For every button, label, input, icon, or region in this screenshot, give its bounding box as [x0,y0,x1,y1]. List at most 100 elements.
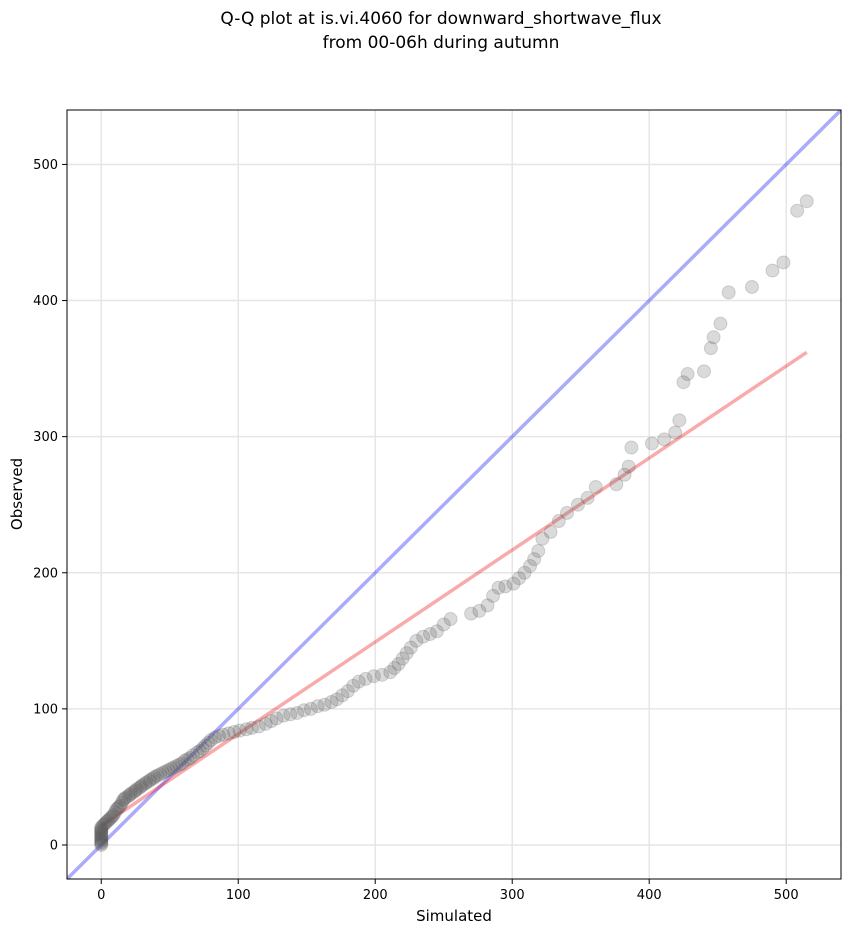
x-tick-label: 300 [500,888,525,903]
data-point [346,678,361,693]
data-point [94,832,109,847]
data-point [113,798,128,813]
x-tick-label: 400 [637,888,662,903]
data-point [580,490,595,505]
data-point [164,761,179,776]
data-point [150,768,165,783]
data-point [103,810,118,825]
x-tick-label: 200 [363,888,388,903]
data-point [276,708,291,723]
data-point [366,669,381,684]
reference-line-1to1 [67,110,841,879]
data-point [621,459,636,474]
data-point [472,603,487,618]
data-point [244,720,259,735]
data-point [109,802,124,817]
data-point [94,821,109,836]
data-point [644,436,659,451]
data-point [95,818,110,833]
data-point [94,833,109,848]
data-point [127,784,142,799]
data-point [94,828,109,843]
data-point [216,727,231,742]
data-point [172,757,187,772]
data-point [121,788,136,803]
data-point [464,606,479,621]
data-point [324,695,339,710]
data-point [180,752,195,767]
y-tick-label: 100 [33,702,58,717]
data-point [207,730,222,745]
data-point [351,674,366,689]
data-point [296,703,311,718]
data-point [790,203,805,218]
data-point [498,579,513,594]
data-point [221,726,236,741]
data-point [527,552,542,567]
data-point [133,779,148,794]
y-tick-label: 500 [33,158,58,173]
data-point [251,719,266,734]
fit-line [100,350,808,828]
data-point [212,729,227,744]
data-point [232,723,247,738]
data-point [283,707,298,722]
data-point [102,812,117,827]
data-point [105,809,120,824]
y-tick-label: 400 [33,294,58,309]
data-point [486,588,501,603]
data-point [106,808,121,823]
data-point [310,699,325,714]
data-point [429,624,444,639]
data-point [175,756,190,771]
data-point [668,425,683,440]
chart-title-line1: Q-Q plot at is.vi.4060 for downward_shor… [220,9,661,29]
data-point [153,767,168,782]
data-point [94,836,109,851]
data-point [409,633,424,648]
data-point [143,772,158,787]
data-point [138,776,153,791]
data-point [387,661,402,676]
data-point [491,580,506,595]
data-point [129,782,144,797]
data-point [776,255,791,270]
data-point [395,651,410,666]
data-point [765,263,780,278]
data-point [94,827,109,842]
data-point [551,514,566,529]
y-tick-label: 300 [33,430,58,445]
y-axis-label: Observed [8,458,26,530]
data-point [657,432,672,447]
data-points [94,194,814,852]
data-point [480,598,495,613]
data-point [799,194,814,209]
data-point [195,741,210,756]
data-point [114,795,129,810]
data-point [107,805,122,820]
data-point [335,688,350,703]
x-axis-label: Simulated [416,907,492,925]
data-point [697,364,712,379]
data-point [116,793,131,808]
data-point [94,820,109,835]
data-point [617,467,632,482]
data-point [290,705,305,720]
data-point [183,750,198,765]
data-point [98,816,113,831]
data-point [264,714,279,729]
data-point [258,716,273,731]
data-point [203,733,218,748]
data-point [158,764,173,779]
data-point [423,627,438,642]
data-point [128,783,143,798]
data-point [375,667,390,682]
data-point [192,744,207,759]
data-point [112,799,127,814]
data-point [570,497,585,512]
data-point [177,753,192,768]
data-point [198,738,213,753]
data-point [142,774,157,789]
data-point [135,778,150,793]
